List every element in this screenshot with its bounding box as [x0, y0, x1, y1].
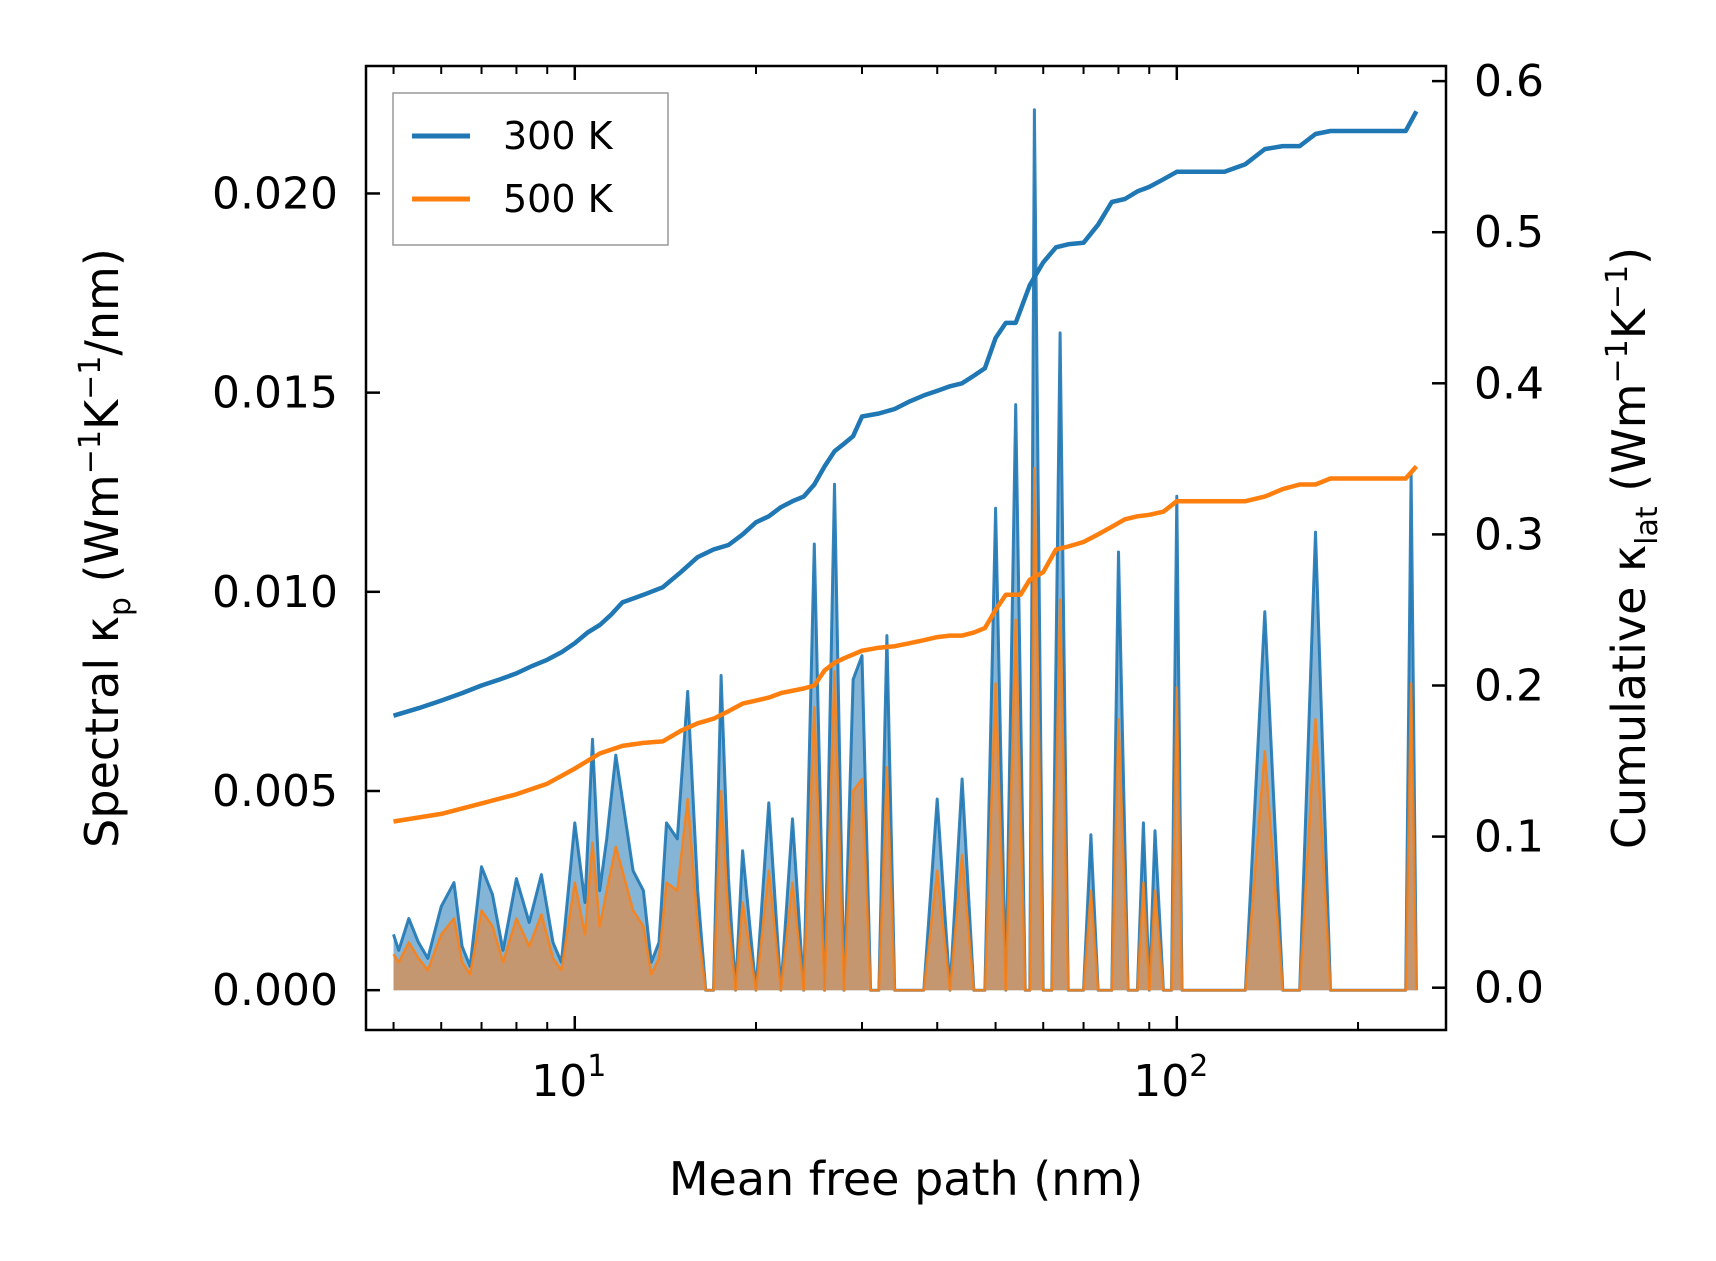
spectral-layer: [392, 108, 1418, 992]
plot-frame: [364, 64, 1448, 1032]
y-right-axis: 0.0 0.1 0.2 0.3 0.4 0.5 0.6: [1432, 56, 1544, 1014]
spectral-line-500k: [392, 467, 1418, 992]
y-left-tick-label: 0.000: [212, 965, 338, 1016]
y-left-tick-label: 0.010: [212, 567, 338, 618]
cumulative-line-300k: [392, 110, 1419, 718]
y-right-tick-label: 0.0: [1474, 963, 1544, 1014]
y-right-tick-label: 0.3: [1474, 509, 1544, 560]
legend-label-500k: 500 K: [503, 177, 614, 221]
x-axis: 101 102: [392, 66, 1360, 1107]
legend-label-300k: 300 K: [503, 114, 614, 158]
y-right-tick-label: 0.5: [1474, 207, 1544, 258]
y-left-tick-label: 0.020: [212, 168, 338, 219]
y-left-axis-label: Spectral κp (Wm−1K−1/nm): [73, 248, 138, 848]
x-tick-label: 102: [1133, 1049, 1208, 1107]
cumulative-line-500k: [393, 464, 1419, 824]
y-right-tick-label: 0.4: [1474, 358, 1544, 409]
x-tick-label: 101: [531, 1049, 606, 1107]
y-right-tick-label: 0.6: [1474, 56, 1544, 107]
x-axis-label: Mean free path (nm): [669, 1152, 1143, 1206]
y-right-axis-label: Cumulative κlat (Wm−1K−1): [1600, 247, 1665, 849]
y-left-tick-label: 0.015: [212, 368, 338, 419]
y-left-tick-label: 0.005: [212, 766, 338, 817]
legend: 300 K 500 K: [392, 92, 669, 246]
y-right-tick-label: 0.2: [1474, 660, 1544, 711]
y-right-tick-label: 0.1: [1474, 812, 1544, 863]
cumulative-layer: [392, 110, 1419, 824]
y-left-axis: 0.000 0.005 0.010 0.015 0.020: [212, 168, 380, 1016]
legend-frame: [392, 92, 669, 246]
